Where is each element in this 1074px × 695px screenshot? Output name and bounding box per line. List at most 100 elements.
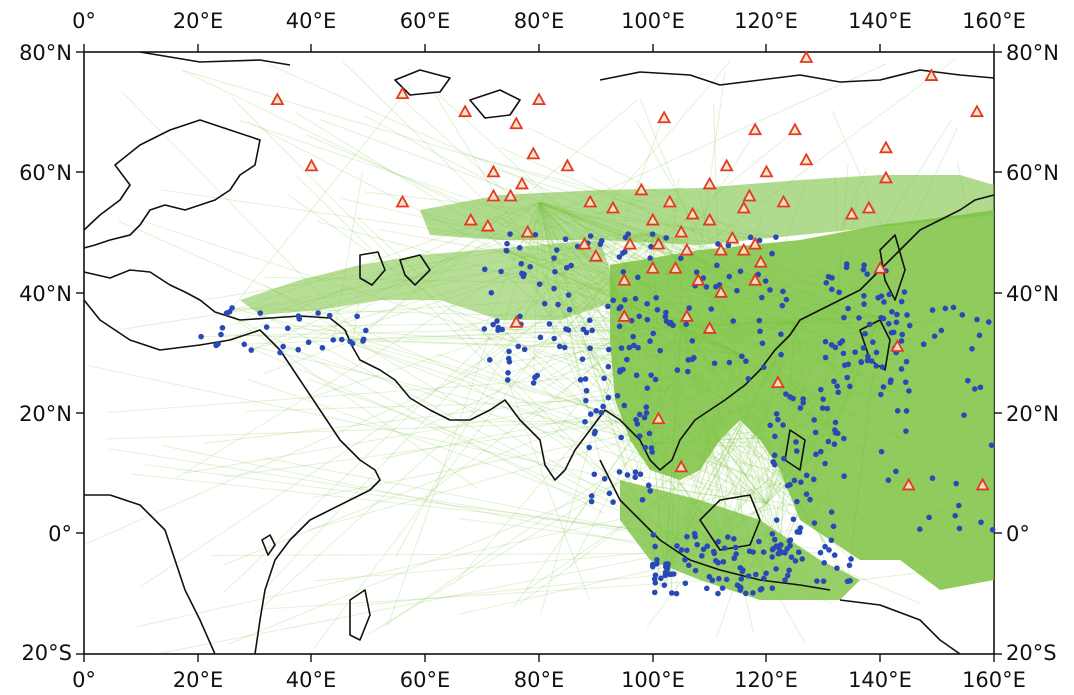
blue-marker <box>636 313 643 320</box>
blue-marker <box>976 332 983 339</box>
blue-marker <box>248 347 255 353</box>
blue-marker <box>756 538 762 545</box>
blue-marker <box>743 590 749 597</box>
left-tick-labels: 80°N 60°N 40°N 20°N 0° 20°S <box>19 41 72 665</box>
blue-marker <box>706 573 713 580</box>
blue-marker <box>903 408 910 414</box>
blue-marker <box>780 422 786 428</box>
blue-marker <box>803 472 810 479</box>
red-triangle-marker <box>645 260 660 274</box>
link-line <box>456 412 602 582</box>
blue-marker <box>836 289 842 296</box>
blue-marker <box>864 357 871 364</box>
red-triangle-marker <box>458 104 473 118</box>
blue-marker <box>597 241 604 248</box>
blue-marker <box>646 430 653 437</box>
blue-marker <box>624 356 630 363</box>
blue-marker <box>628 317 635 324</box>
blue-marker <box>829 275 835 281</box>
red-triangle-marker <box>969 104 984 118</box>
blue-marker <box>795 549 802 556</box>
blue-marker <box>868 358 875 364</box>
red-triangle-marker <box>634 182 649 196</box>
blue-marker <box>799 556 806 562</box>
blue-marker <box>662 313 669 320</box>
red-triangle-marker <box>509 116 524 130</box>
blue-marker <box>732 544 739 551</box>
blue-marker <box>686 305 693 311</box>
blue-marker <box>652 543 658 550</box>
link-line <box>507 379 590 600</box>
link-line <box>387 324 494 626</box>
blue-marker <box>601 475 608 482</box>
blue-marker <box>938 327 945 334</box>
blue-marker <box>929 475 936 482</box>
blue-marker <box>689 338 696 344</box>
blue-marker <box>694 541 700 548</box>
blue-marker <box>354 313 360 320</box>
blue-marker <box>684 368 691 375</box>
blue-marker <box>633 372 640 379</box>
red-triangle-marker <box>560 158 575 172</box>
blue-marker <box>527 263 533 270</box>
blue-marker <box>725 534 731 540</box>
blue-marker <box>506 348 512 355</box>
blue-marker <box>841 362 848 368</box>
blue-marker <box>889 308 895 315</box>
link-line <box>226 312 605 514</box>
blue-marker <box>902 379 909 385</box>
red-triangle-marker <box>713 284 729 298</box>
blue-marker <box>532 231 539 238</box>
red-triangle-marker <box>480 218 495 232</box>
blue-marker <box>719 585 726 591</box>
blue-marker <box>828 342 835 348</box>
red-triangle-marker <box>514 176 529 190</box>
red-triangle-marker <box>736 200 751 214</box>
blue-marker <box>614 392 621 399</box>
red-triangle-marker <box>748 236 763 250</box>
link-line <box>182 69 868 275</box>
blue-marker <box>632 474 638 481</box>
blue-marker <box>771 536 778 543</box>
blue-marker <box>593 407 599 414</box>
blue-marker <box>862 330 868 337</box>
blue-marker <box>817 549 824 556</box>
blue-marker <box>750 590 756 596</box>
blue-marker <box>756 317 763 324</box>
blue-marker <box>988 442 995 448</box>
red-triangle-marker <box>674 224 689 238</box>
blue-marker <box>663 561 669 567</box>
link-line <box>501 329 718 527</box>
right-tick-label: 60°N <box>1006 161 1059 185</box>
red-triangle-marker <box>691 272 706 286</box>
blue-marker <box>985 319 992 325</box>
blue-marker <box>956 502 962 509</box>
blue-marker <box>634 421 641 427</box>
blue-marker <box>794 529 801 535</box>
red-triangle-marker <box>605 200 620 214</box>
blue-marker <box>730 318 736 324</box>
blue-marker <box>829 286 835 293</box>
blue-marker <box>630 333 636 340</box>
blue-marker <box>901 289 908 295</box>
red-triangle-marker <box>725 230 740 244</box>
red-triangle-marker <box>770 375 785 388</box>
red-triangle-marker <box>736 242 751 256</box>
blue-marker <box>713 283 719 290</box>
blue-marker <box>649 563 656 570</box>
blue-marker <box>565 327 572 333</box>
blue-marker <box>632 295 639 302</box>
blue-marker <box>837 340 843 346</box>
blue-marker <box>601 375 607 382</box>
blue-marker <box>787 537 794 543</box>
blue-marker <box>885 320 892 327</box>
bottom-tick-label: 120°E <box>734 668 798 692</box>
blue-marker <box>858 359 864 365</box>
blue-marker <box>959 312 966 318</box>
blue-marker <box>663 309 669 316</box>
blue-marker <box>600 403 606 410</box>
blue-marker <box>605 346 612 353</box>
top-tick-label: 140°E <box>848 9 912 33</box>
blue-marker <box>978 519 984 526</box>
